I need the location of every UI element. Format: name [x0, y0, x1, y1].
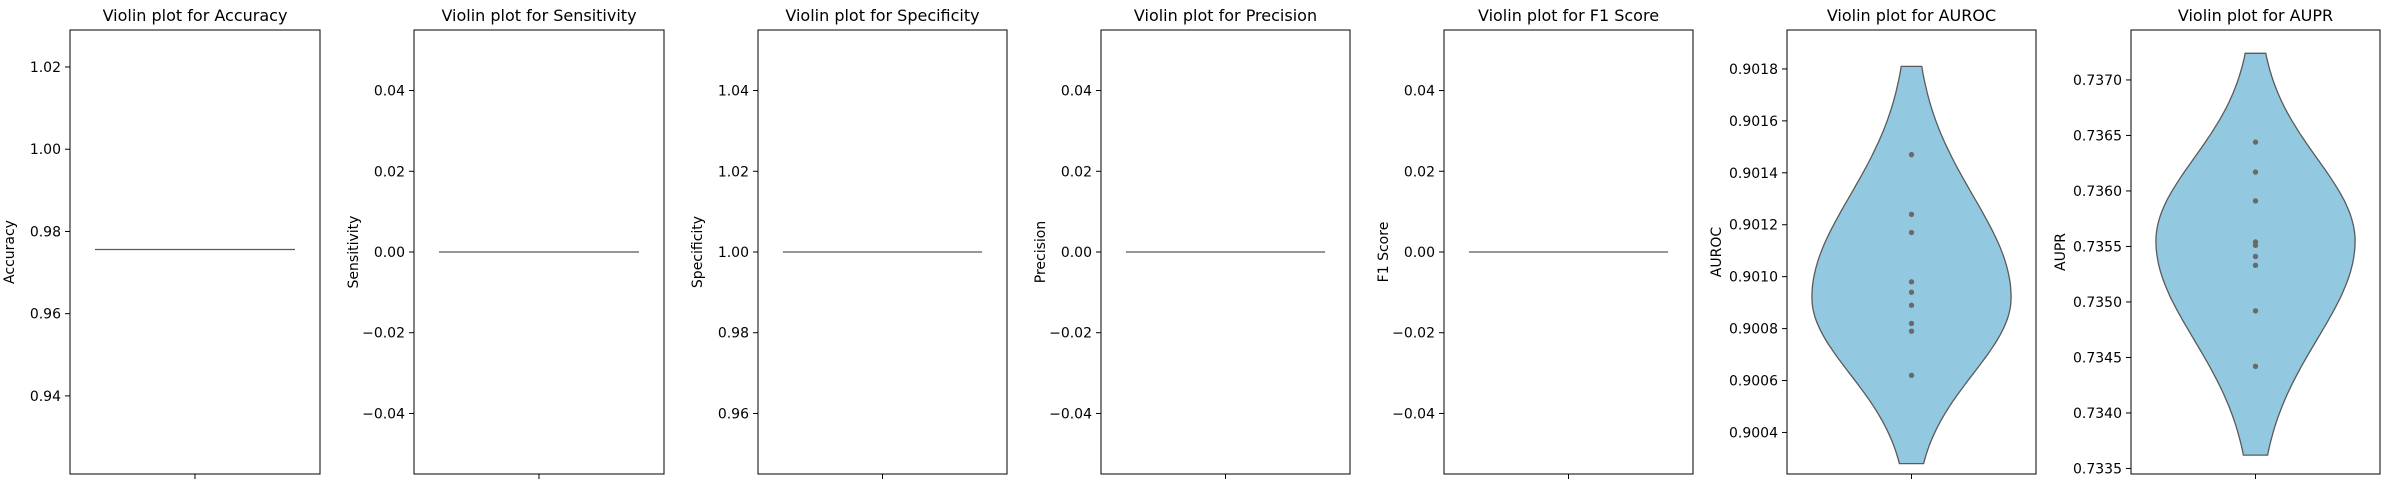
aupr-data-point [2252, 253, 2259, 260]
accuracy-panel: Violin plot for Accuracy 0.94 0.96 0.98 1.00… [2, 6, 321, 479]
aupr-data-point [2252, 308, 2259, 314]
auroc-data-point [1908, 211, 1915, 218]
auroc-data-point [1908, 289, 1915, 295]
auroc-data-point [1908, 302, 1915, 308]
precision-chart-title: Violin plot for Precision [1134, 6, 1317, 25]
precision-y-tick-label: −0.02 [1049, 326, 1092, 342]
auroc-chart-title: Violin plot for AUROC [1827, 6, 1996, 25]
f1-score-y-tick-label: −0.04 [1392, 406, 1435, 422]
auroc-y-tick-label: 0.9008 [1729, 322, 1778, 338]
aupr-data-point [2252, 169, 2259, 175]
specificity-y-tick-label: 1.00 [718, 245, 749, 261]
auroc-data-point [1908, 372, 1915, 379]
auroc-data-point [1908, 151, 1915, 158]
aupr-y-tick-label: 0.7360 [2073, 184, 2122, 200]
accuracy-plot-area [69, 29, 321, 475]
f1-score-panel: Violin plot for F1 Score −0.04 −0.02 0.00 0.… [1376, 6, 1694, 479]
specificity-plot-area [757, 29, 1008, 475]
accuracy-y-tick-label: 1.02 [30, 60, 61, 76]
auroc-violin-body [1811, 65, 2012, 465]
f1-score-plot-area [1443, 29, 1694, 475]
auroc-y-tick-label: 0.9016 [1729, 114, 1778, 130]
sensitivity-plot-area [413, 29, 665, 475]
auroc-y-tick-label: 0.9006 [1729, 374, 1778, 390]
accuracy-y-axis-label: Accuracy [2, 220, 18, 284]
auroc-plot-area [1786, 29, 2037, 475]
precision-plot-area [1100, 29, 1351, 475]
auroc-data-point [1908, 279, 1915, 285]
specificity-y-tick-label: 0.98 [718, 326, 749, 342]
precision-y-tick-label: −0.04 [1049, 406, 1092, 422]
aupr-y-tick-label: 0.7350 [2073, 295, 2122, 311]
f1-score-chart-title: Violin plot for F1 Score [1478, 6, 1659, 25]
specificity-y-tick-label: 0.96 [718, 406, 749, 422]
sensitivity-y-axis-label: Sensitivity [346, 216, 362, 289]
aupr-y-tick-label: 0.7365 [2073, 128, 2122, 144]
accuracy-y-tick-label: 1.00 [30, 142, 61, 158]
aupr-plot-area [2130, 29, 2381, 475]
f1-score-y-axis-label: F1 Score [1376, 222, 1392, 283]
sensitivity-y-tick-label: −0.02 [362, 326, 405, 342]
aupr-data-point [2252, 198, 2259, 204]
sensitivity-y-tick-label: 0.00 [374, 245, 405, 261]
aupr-y-tick-label: 0.7370 [2073, 73, 2122, 89]
aupr-y-tick-label: 0.7355 [2073, 239, 2122, 255]
f1-score-y-tick-label: 0.02 [1404, 164, 1435, 180]
aupr-y-tick-label: 0.7345 [2073, 350, 2122, 366]
f1-score-y-tick-label: −0.02 [1392, 326, 1435, 342]
f1-score-y-tick-label: 0.00 [1404, 245, 1435, 261]
auroc-y-tick-label: 0.9012 [1729, 218, 1778, 234]
precision-panel: Violin plot for Precision −0.04 −0.02 0.00 0… [1033, 6, 1351, 479]
sensitivity-y-tick-label: 0.04 [374, 84, 405, 100]
precision-y-tick-label: 0.04 [1061, 84, 1092, 100]
auroc-y-tick-label: 0.9014 [1729, 166, 1778, 182]
precision-y-tick-label: 0.02 [1061, 164, 1092, 180]
specificity-y-tick-label: 1.04 [718, 84, 749, 100]
aupr-y-tick-label: 0.7340 [2073, 406, 2122, 422]
specificity-panel: Violin plot for Specificity 0.96 0.98 1.00 1… [690, 6, 1008, 479]
aupr-chart-title: Violin plot for AUPR [2178, 6, 2333, 25]
auroc-y-axis-label: AUROC [1709, 227, 1725, 278]
accuracy-chart-title: Violin plot for Accuracy [103, 6, 288, 25]
aupr-data-point [2252, 262, 2259, 269]
aupr-data-point [2252, 139, 2259, 145]
accuracy-y-tick-label: 0.94 [30, 389, 61, 405]
aupr-data-point [2252, 242, 2259, 249]
auroc-data-point [1908, 229, 1915, 236]
aupr-y-tick-label: 0.7335 [2073, 461, 2122, 477]
precision-y-tick-label: 0.00 [1061, 245, 1092, 261]
auroc-panel: Violin plot for AUROC 0.9004 0.9006 0.9008 0… [1709, 6, 2037, 479]
f1-score-y-tick-label: 0.04 [1404, 84, 1435, 100]
accuracy-y-tick-label: 0.98 [30, 224, 61, 240]
auroc-y-tick-label: 0.9010 [1729, 270, 1778, 286]
sensitivity-panel: Violin plot for Sensitivity −0.04 −0.02 0.0… [346, 6, 665, 479]
sensitivity-y-tick-label: 0.02 [374, 164, 405, 180]
precision-y-axis-label: Precision [1033, 221, 1049, 283]
auroc-data-point [1908, 328, 1915, 334]
sensitivity-y-tick-label: −0.04 [362, 406, 405, 422]
auroc-y-tick-label: 0.9018 [1729, 62, 1778, 78]
aupr-panel: Violin plot for AUPR 0.7335 0.7340 0.7345 0.… [2053, 6, 2381, 479]
sensitivity-chart-title: Violin plot for Sensitivity [441, 6, 636, 25]
aupr-y-axis-label: AUPR [2053, 233, 2069, 271]
specificity-chart-title: Violin plot for Specificity [785, 6, 979, 25]
specificity-y-tick-label: 1.02 [718, 164, 749, 180]
specificity-y-axis-label: Specificity [690, 216, 706, 288]
aupr-data-point [2252, 363, 2259, 370]
auroc-data-point [1908, 320, 1915, 327]
accuracy-y-tick-label: 0.96 [30, 307, 61, 323]
auroc-y-tick-label: 0.9004 [1729, 425, 1778, 441]
